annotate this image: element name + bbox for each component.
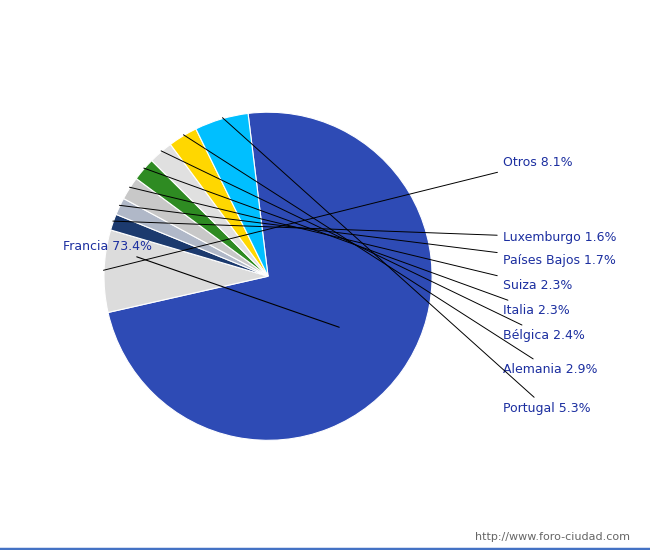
Text: Luxemburgo 1.6%: Luxemburgo 1.6% — [113, 221, 616, 244]
Text: Italia 2.3%: Italia 2.3% — [144, 168, 569, 317]
Text: Países Bajos 1.7%: Países Bajos 1.7% — [120, 205, 616, 267]
Wedge shape — [111, 214, 268, 276]
Wedge shape — [116, 199, 268, 276]
Text: Alemania 2.9%: Alemania 2.9% — [183, 135, 597, 376]
Wedge shape — [170, 129, 268, 276]
Wedge shape — [196, 113, 268, 276]
Wedge shape — [124, 179, 268, 276]
Text: Francia 73.4%: Francia 73.4% — [63, 240, 339, 327]
Text: Otros 8.1%: Otros 8.1% — [103, 156, 573, 270]
Text: Suiza 2.3%: Suiza 2.3% — [129, 187, 572, 292]
Text: Bélgica 2.4%: Bélgica 2.4% — [161, 151, 584, 342]
Wedge shape — [151, 145, 268, 276]
Text: Portugal 5.3%: Portugal 5.3% — [222, 118, 590, 415]
Wedge shape — [108, 112, 432, 441]
Wedge shape — [104, 230, 268, 312]
Text: Sahagún - Turistas extranjeros según país - Agosto de 2024: Sahagún - Turistas extranjeros según paí… — [46, 15, 605, 34]
Wedge shape — [136, 161, 268, 276]
Text: http://www.foro-ciudad.com: http://www.foro-ciudad.com — [476, 532, 630, 542]
